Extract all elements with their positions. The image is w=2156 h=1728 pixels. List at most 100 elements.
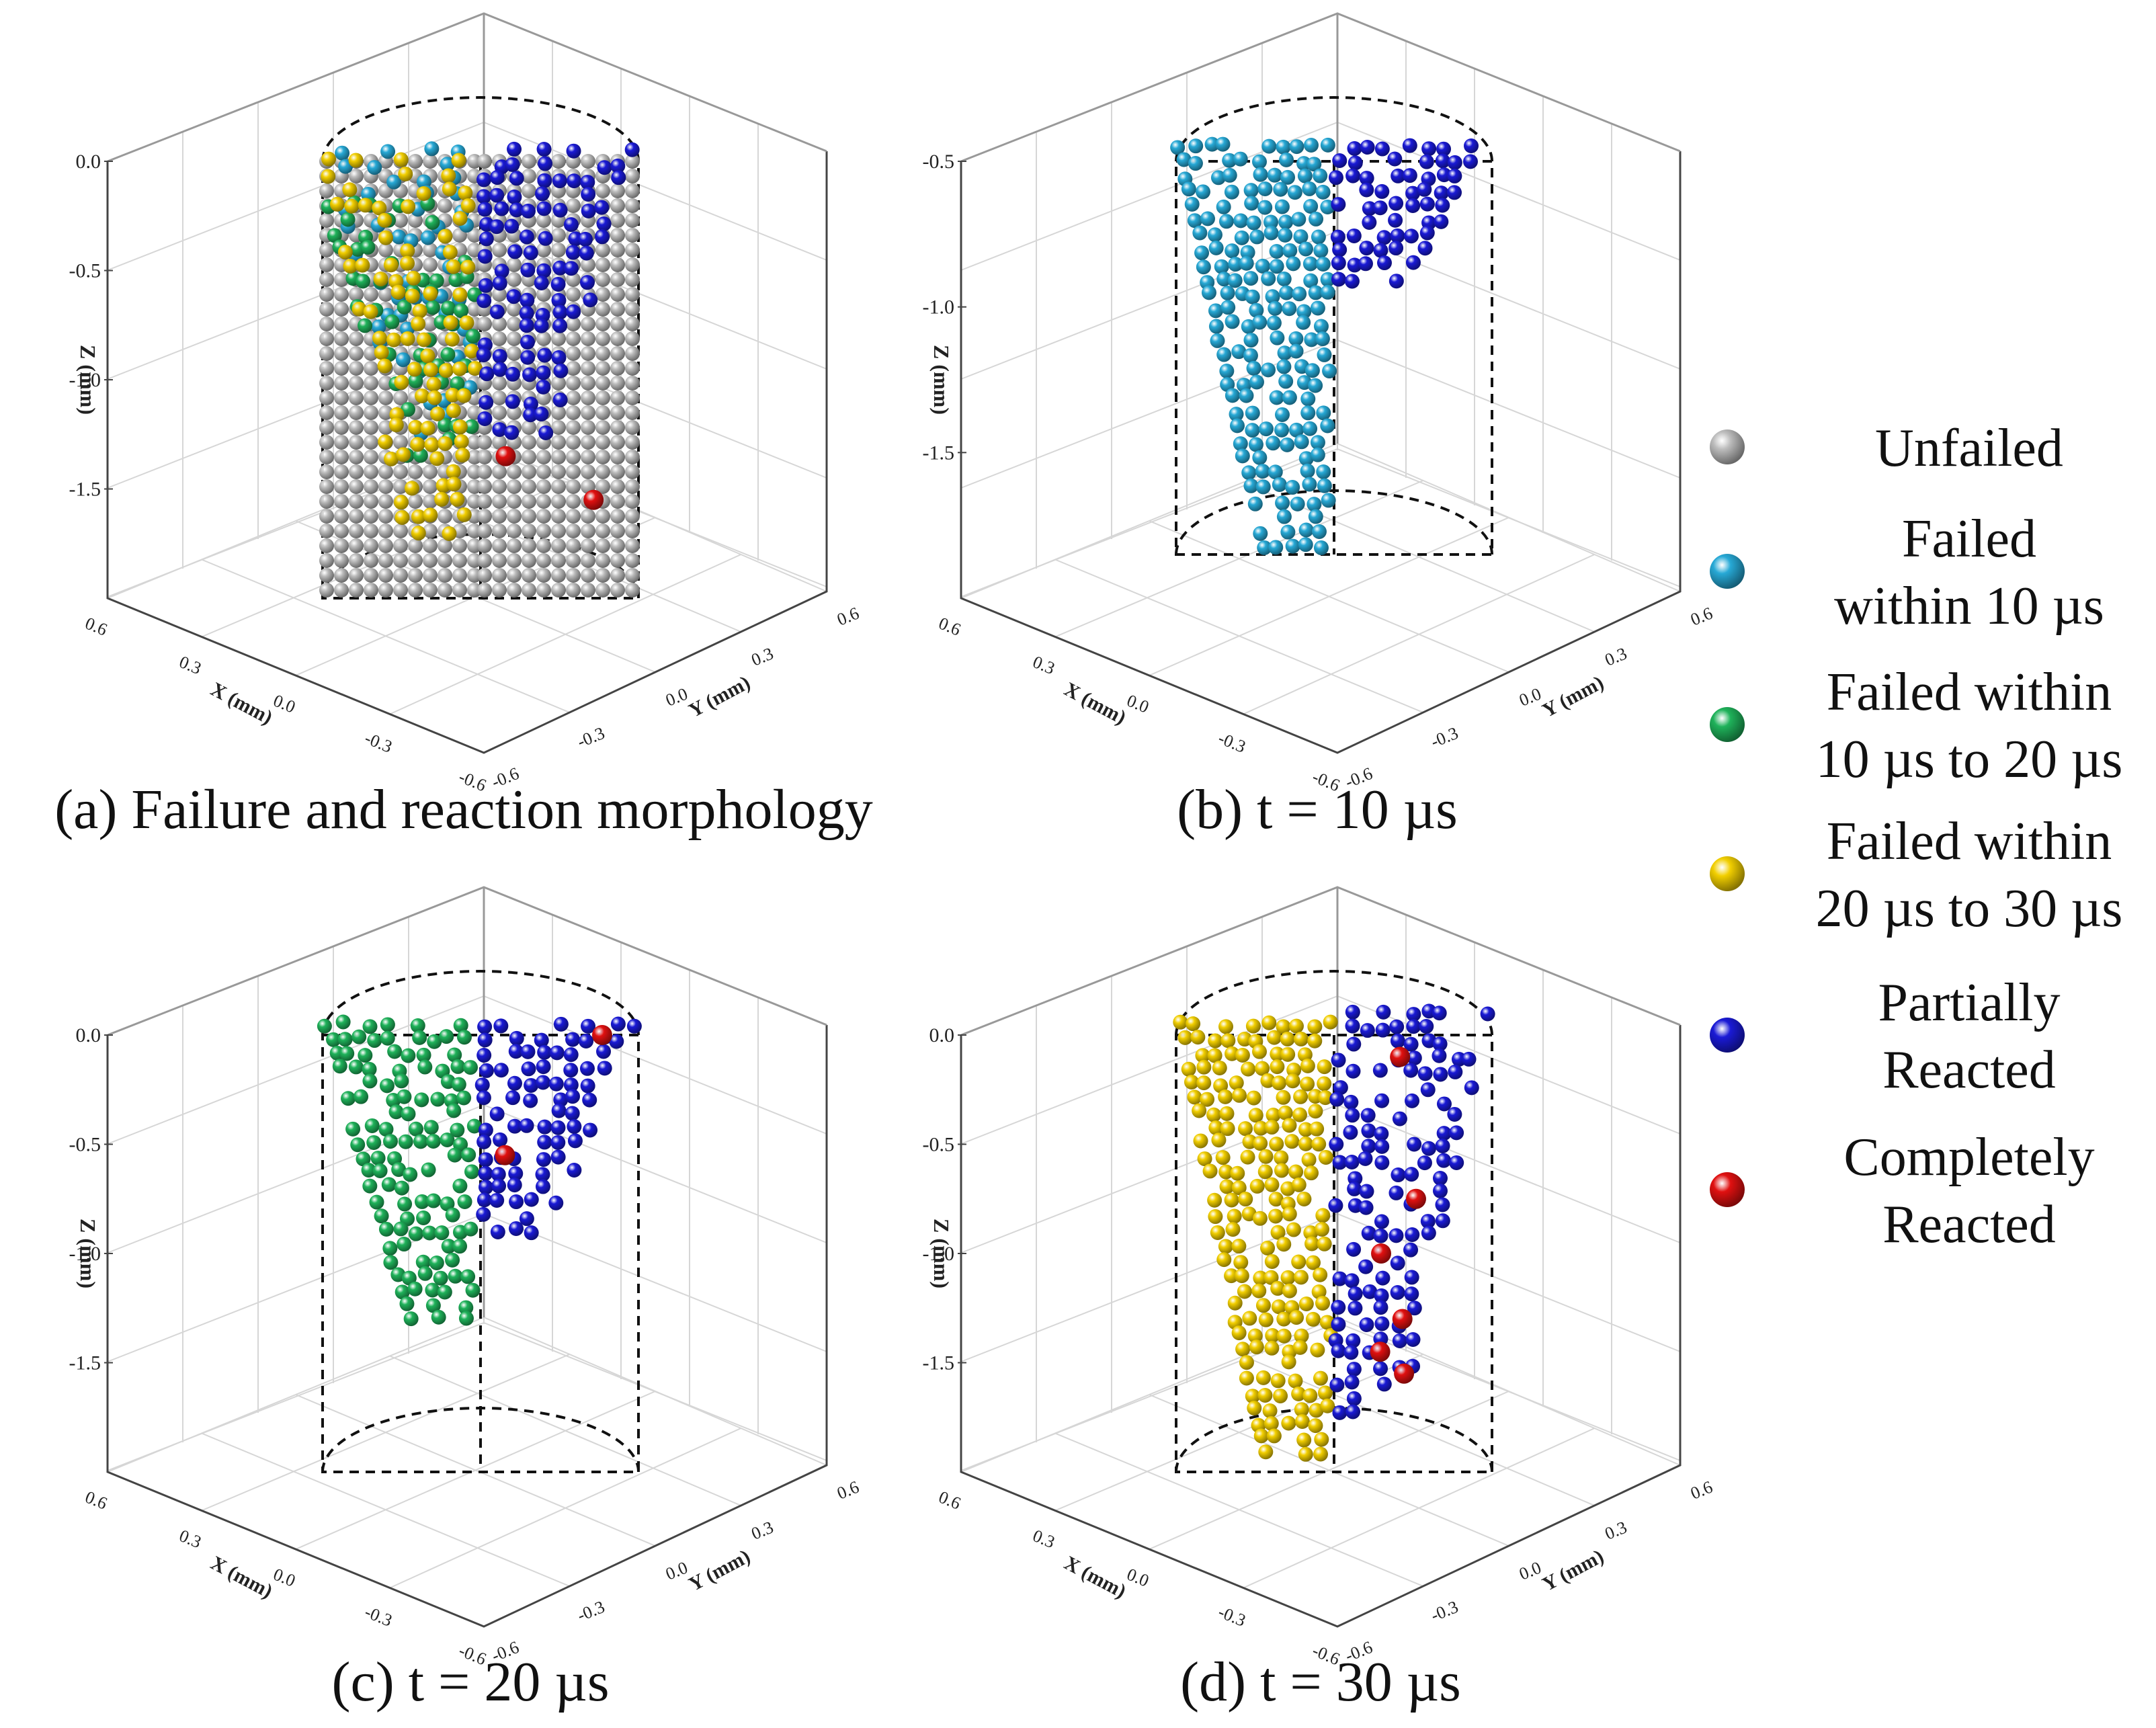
particle-failed_10	[1255, 464, 1270, 479]
particle-failed_20_30	[423, 286, 438, 301]
particle-partial	[1345, 1004, 1360, 1020]
particle-unfailed	[507, 272, 522, 287]
particle-failed_20_30	[1309, 1403, 1324, 1418]
particle-failed_20_30	[1224, 1192, 1239, 1208]
z-tick-label: -1.5	[923, 442, 955, 464]
particle-partial	[548, 1195, 564, 1210]
particle-failed_20_30	[1296, 1191, 1312, 1206]
particle-partial	[478, 1180, 493, 1195]
x-tick-label: 0.6	[936, 1487, 964, 1514]
particle-failed_20_30	[1200, 1092, 1215, 1107]
particle-partial	[479, 1063, 494, 1078]
particle-partial	[552, 318, 568, 333]
cylinder-outline	[1175, 970, 1493, 1473]
particle-partial	[1374, 1288, 1389, 1303]
particle-failed_10_20	[462, 1060, 478, 1075]
particle-failed_10_20	[362, 1073, 378, 1089]
particle-failed_10	[1298, 241, 1313, 257]
particle-partial	[489, 188, 505, 203]
particle-unfailed	[536, 524, 551, 538]
particle-failed_10	[1315, 184, 1331, 200]
particle-unfailed	[393, 524, 408, 538]
particle-unfailed	[551, 509, 566, 524]
particle-partial	[507, 1178, 522, 1193]
particle-unfailed	[595, 317, 610, 331]
particle-failed_10_20	[369, 1194, 384, 1210]
particle-failed_10	[1234, 230, 1249, 245]
particle-partial	[1328, 170, 1343, 186]
particle-failed_20_30	[438, 229, 453, 244]
particle-failed_10_20	[348, 1059, 364, 1075]
particle-failed_10_20	[379, 1078, 395, 1094]
particle-failed_10_20	[356, 1151, 371, 1167]
particle-failed_10_20	[337, 1032, 353, 1047]
particle-failed_10	[1296, 315, 1311, 330]
particle-unfailed	[452, 568, 467, 583]
particle-partial	[553, 1092, 569, 1108]
particle-unfailed	[536, 494, 551, 509]
particle-unfailed	[625, 479, 640, 494]
particle-unfailed	[595, 302, 610, 317]
particle-unfailed	[364, 524, 378, 538]
particle-partial	[1343, 1124, 1358, 1140]
particle-unfailed	[492, 509, 507, 524]
particle-partial	[1360, 140, 1375, 155]
particle-failed_20_30	[1252, 1210, 1268, 1226]
particle-partial	[1332, 1155, 1348, 1170]
particle-unfailed	[334, 390, 349, 405]
particle-failed_10	[1245, 423, 1260, 438]
particle-unfailed	[595, 361, 610, 376]
particle-failed_20_30	[1270, 1280, 1286, 1296]
particle-failed_10_20	[381, 1177, 397, 1192]
particle-unfailed	[334, 331, 349, 346]
particle-partial	[476, 1090, 491, 1106]
particle-partial	[1344, 274, 1360, 289]
particle-partial	[489, 1106, 505, 1122]
particle-unfailed	[393, 213, 408, 228]
particle-failed_10	[1257, 200, 1273, 215]
particle-partial	[1432, 1036, 1448, 1052]
z-tick-label: -0.5	[69, 260, 101, 282]
particle-failed_20_30	[1260, 1240, 1276, 1256]
particle-failed_10_20	[458, 1311, 474, 1326]
particle-partial	[611, 170, 626, 186]
particle-partial	[1420, 1082, 1436, 1098]
particle-partial	[489, 304, 505, 319]
particle-failed_10_20	[461, 1147, 476, 1163]
particle-unfailed	[334, 287, 349, 302]
particle-partial	[1407, 1137, 1422, 1152]
particle-failed_10	[1225, 388, 1240, 403]
particle-failed_20_30	[1218, 1019, 1233, 1034]
particle-failed_20_30	[378, 434, 393, 450]
particle-failed_20_30	[450, 491, 465, 507]
particle-unfailed	[595, 346, 610, 361]
particle-failed_10	[1274, 407, 1290, 422]
particle-failed_10	[1268, 464, 1283, 480]
particle-failed_10	[424, 141, 440, 157]
particle-failed_10	[1276, 139, 1291, 155]
particle-unfailed	[319, 390, 334, 405]
particle-partial	[1359, 171, 1374, 186]
particle-unfailed	[551, 553, 566, 568]
particle-failed_20_30	[408, 419, 423, 435]
particle-failed_10_20	[391, 1162, 407, 1178]
particle-unfailed	[349, 169, 364, 183]
particle-partial	[579, 245, 594, 261]
particle-partial	[1436, 141, 1452, 157]
particle-partial	[1330, 229, 1345, 245]
particle-unfailed	[378, 390, 393, 405]
x-tick-label: 0.0	[1124, 1565, 1152, 1591]
particle-unfailed	[581, 450, 595, 464]
z-tick-label: 0.0	[929, 1024, 955, 1046]
particle-unfailed	[378, 287, 393, 302]
particle-partial	[507, 190, 522, 205]
particle-partial	[1447, 1106, 1462, 1122]
particle-unfailed	[477, 524, 492, 538]
particle-unfailed	[349, 464, 364, 479]
particle-failed_20_30	[1227, 1295, 1243, 1311]
particle-unfailed	[507, 302, 522, 317]
particle-unfailed	[334, 524, 349, 538]
particle-unfailed	[522, 183, 536, 198]
particle-unfailed	[378, 405, 393, 420]
particle-failed_10	[1170, 140, 1186, 155]
